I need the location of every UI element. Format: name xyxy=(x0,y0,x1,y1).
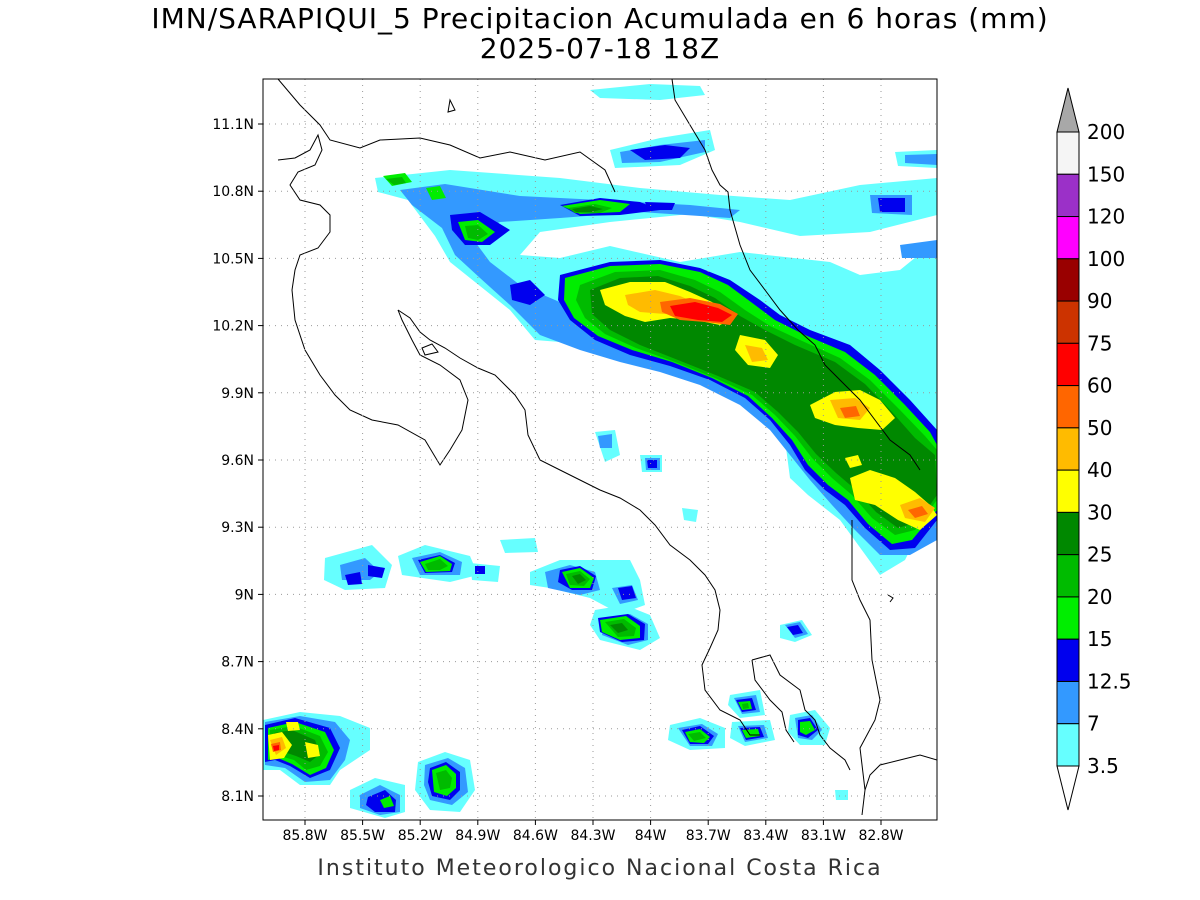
colorbar-label: 30 xyxy=(1087,500,1112,524)
lon-tick-label: 85.5W xyxy=(340,828,385,844)
lon-tick-label: 84W xyxy=(635,828,667,844)
colorbar-min-arrow xyxy=(1056,765,1080,811)
precipitation-field xyxy=(263,84,937,818)
colorbar-legend: 200 150 120 100 90 75 60 50 40 30 25 20 15 12.5 7 3.5 xyxy=(1056,87,1132,811)
colorbar-swatch xyxy=(1056,680,1080,725)
lon-tick-label: 84.3W xyxy=(570,828,615,844)
colorbar-swatch xyxy=(1056,427,1080,471)
coastline xyxy=(277,79,937,816)
lat-tick-label: 9.9N xyxy=(221,386,254,402)
lon-tick-label: 83.7W xyxy=(686,828,731,844)
colorbar-label: 15 xyxy=(1087,627,1112,651)
lon-tick-label: 83.4W xyxy=(743,828,788,844)
colorbar-swatch xyxy=(1056,554,1080,598)
colorbar-label: 200 xyxy=(1087,120,1125,144)
lon-tick-label: 84.9W xyxy=(455,828,500,844)
colorbar-swatch xyxy=(1056,131,1080,175)
colorbar-label: 120 xyxy=(1087,205,1125,229)
colorbar-label: 3.5 xyxy=(1087,754,1119,778)
colorbar-max-arrow xyxy=(1056,87,1080,133)
lat-tick-label: 9.6N xyxy=(221,453,254,469)
colorbar-label: 12.5 xyxy=(1087,669,1132,693)
colorbar-swatch xyxy=(1056,258,1080,302)
lat-tick-label: 10.8N xyxy=(212,184,254,200)
colorbar-label: 100 xyxy=(1087,247,1125,271)
lat-tick-label: 10.2N xyxy=(212,319,254,335)
footer-credit: Instituto Meteorologico Nacional Costa R… xyxy=(317,856,883,881)
colorbar-label: 25 xyxy=(1087,543,1112,567)
map-subtitle: 2025-07-18 18Z xyxy=(479,32,721,65)
colorbar-swatch xyxy=(1056,723,1080,767)
colorbar-label: 7 xyxy=(1087,712,1100,736)
longitude-labels: 85.8W 85.5W 85.2W 84.9W 84.6W 84.3W 84W 83.7W 83… xyxy=(282,820,904,844)
colorbar-label: 50 xyxy=(1087,416,1112,440)
colorbar-swatch xyxy=(1056,511,1080,556)
lat-tick-label: 9.3N xyxy=(221,520,254,536)
colorbar-label: 60 xyxy=(1087,374,1112,398)
colorbar-swatch xyxy=(1056,173,1080,218)
colorbar-label: 150 xyxy=(1087,162,1125,186)
lon-tick-label: 85.2W xyxy=(398,828,443,844)
lon-tick-label: 83.1W xyxy=(801,828,846,844)
lon-tick-label: 85.8W xyxy=(282,828,327,844)
map-title: IMN/SARAPIQUI_5 Precipitacion Acumulada … xyxy=(151,2,1049,35)
lon-tick-label: 82.8W xyxy=(858,828,903,844)
colorbar-label: 75 xyxy=(1087,331,1112,355)
colorbar-label: 90 xyxy=(1087,289,1112,313)
lat-tick-label: 10.5N xyxy=(212,251,254,267)
colorbar-swatch xyxy=(1056,342,1080,387)
map-grid xyxy=(263,79,937,820)
colorbar-swatch xyxy=(1056,469,1080,513)
lat-tick-label: 8.7N xyxy=(221,655,254,671)
lat-tick-label: 8.1N xyxy=(221,789,254,805)
map-frame xyxy=(262,78,938,821)
lat-tick-label: 11.1N xyxy=(212,117,254,133)
lat-tick-label: 8.4N xyxy=(221,722,254,738)
latitude-labels: 11.1N 10.8N 10.5N 10.2N 9.9N 9.6N 9.3N 9N 8.7N 8.… xyxy=(212,117,263,805)
colorbar-swatch xyxy=(1056,216,1080,260)
lon-tick-label: 84.6W xyxy=(513,828,558,844)
colorbar-swatch xyxy=(1056,596,1080,640)
colorbar-swatch xyxy=(1056,638,1080,682)
colorbar-label: 20 xyxy=(1087,585,1112,609)
colorbar-label: 40 xyxy=(1087,458,1112,482)
colorbar-swatch xyxy=(1056,300,1080,344)
colorbar-swatch xyxy=(1056,385,1080,429)
lat-tick-label: 9N xyxy=(235,587,254,603)
